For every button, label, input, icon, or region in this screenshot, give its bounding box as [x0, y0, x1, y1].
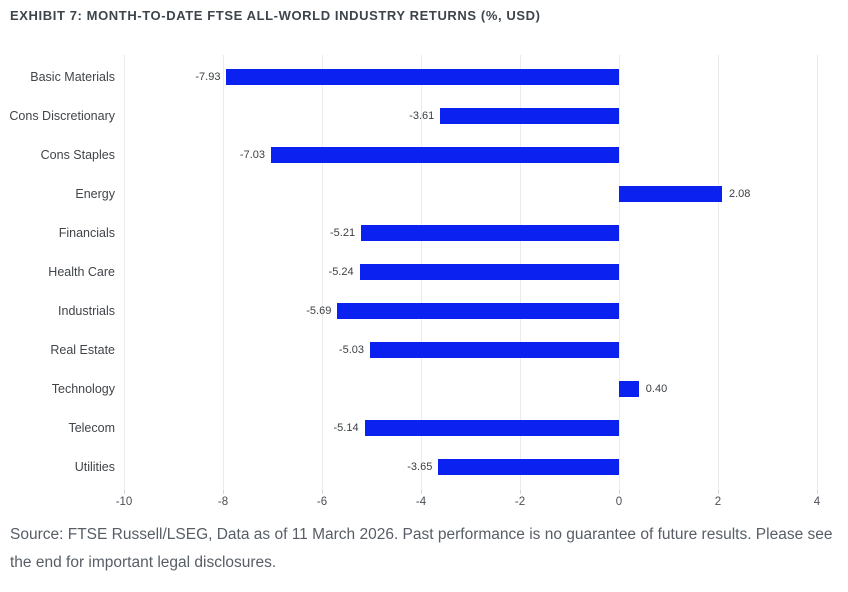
value-label: -7.93: [195, 71, 221, 83]
gridline: [817, 55, 818, 490]
category-label: Health Care: [48, 265, 115, 279]
bar-utilities: [438, 459, 619, 475]
bar-real-estate: [370, 342, 619, 358]
category-label: Financials: [58, 226, 115, 240]
x-tick-label: 0: [615, 496, 623, 508]
bar-telecom: [364, 420, 619, 436]
x-tick-label: -2: [514, 496, 526, 508]
value-label: -5.24: [328, 266, 354, 278]
value-label: 2.08: [728, 188, 751, 200]
chart-title: EXHIBIT 7: MONTH-TO-DATE FTSE ALL-WORLD …: [10, 8, 541, 23]
category-label: Industrials: [58, 304, 115, 318]
bar-basic-materials: [226, 69, 619, 85]
gridline: [619, 55, 620, 490]
plot-area: -7.93 -3.61 -7.03 2.08 -5.21 -5.24 -5.69 -5.03 0…: [124, 55, 818, 494]
value-label: -5.21: [330, 227, 356, 239]
value-label: 0.40: [645, 383, 668, 395]
category-label: Basic Materials: [30, 70, 115, 84]
x-tick-mark: [223, 490, 224, 494]
bar-cons-staples: [271, 147, 619, 163]
category-label: Cons Discretionary: [9, 109, 115, 123]
category-label: Technology: [51, 382, 115, 396]
x-tick-label: 2: [714, 496, 722, 508]
value-label: -5.69: [306, 305, 332, 317]
x-tick-mark: [718, 490, 719, 494]
category-label: Telecom: [68, 421, 115, 435]
gridline: [718, 55, 719, 490]
bar-industrials: [337, 303, 619, 319]
x-tick-label: -8: [217, 496, 229, 508]
bar-technology: [619, 381, 639, 397]
bar-energy: [619, 186, 722, 202]
x-tick-mark: [322, 490, 323, 494]
source-note: Source: FTSE Russell/LSEG, Data as of 11…: [10, 526, 833, 571]
bar-cons-discretionary: [440, 108, 619, 124]
x-tick-mark: [124, 490, 125, 494]
x-tick-label: -4: [415, 496, 427, 508]
category-label: Real Estate: [50, 343, 115, 357]
x-tick-label: -6: [316, 496, 328, 508]
x-tick-label: 4: [813, 496, 821, 508]
gridline: [223, 55, 224, 490]
x-tick-mark: [619, 490, 620, 494]
gridline: [124, 55, 125, 490]
value-label: -3.65: [407, 461, 433, 473]
x-tick-mark: [817, 490, 818, 494]
bar-financials: [361, 225, 619, 241]
category-label: Utilities: [74, 460, 115, 474]
value-label: -7.03: [239, 149, 265, 161]
category-label: Energy: [75, 187, 115, 201]
gridline: [322, 55, 323, 490]
category-label: Cons Staples: [40, 148, 115, 162]
x-tick-label: -10: [115, 496, 133, 508]
x-tick-mark: [421, 490, 422, 494]
value-label: -5.14: [333, 422, 359, 434]
value-label: -3.61: [409, 110, 435, 122]
x-tick-mark: [520, 490, 521, 494]
value-label: -5.03: [338, 344, 364, 356]
bar-health-care: [359, 264, 619, 280]
